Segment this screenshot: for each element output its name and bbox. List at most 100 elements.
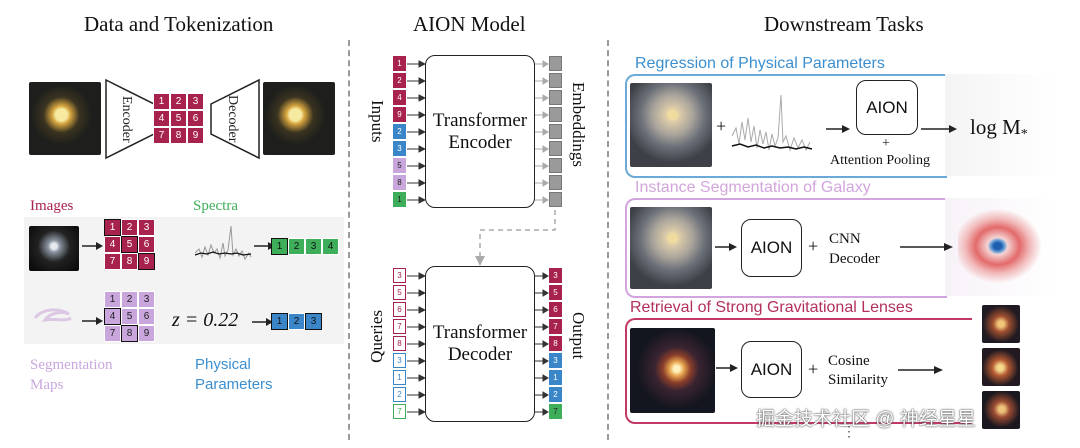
inputs-label: Inputs <box>368 100 387 143</box>
watermark: 掘金技术社区 @ 神经星星 <box>756 409 976 430</box>
reconstructed-galaxy-image <box>263 82 335 155</box>
lens-galaxy-image <box>630 328 715 413</box>
cnn-line2: Decoder <box>829 251 880 267</box>
decoder-label: Decoder <box>225 95 240 143</box>
input-galaxy-image <box>29 82 101 155</box>
retrieved-lens-2 <box>982 348 1020 386</box>
encoder-label: Encoder <box>119 95 134 143</box>
output-token: 3 <box>549 268 562 283</box>
embedding-vector <box>549 124 562 139</box>
spectra-token: 1 <box>271 238 288 255</box>
galaxy-image-small <box>29 226 79 271</box>
arrow-icon <box>900 243 953 251</box>
output-token: 8 <box>549 336 562 351</box>
seg-token: 6 <box>138 308 155 325</box>
latent-token: 4 <box>153 110 170 127</box>
spiral-galaxy-image-2 <box>630 207 712 289</box>
query-token: 6 <box>393 302 406 317</box>
encoder-line1: Transformer <box>432 109 528 131</box>
input-token: 2 <box>393 73 406 88</box>
output-token: 7 <box>549 319 562 334</box>
query-token: 2 <box>393 387 406 402</box>
transformer-encoder-box: Transformer Encoder <box>425 55 535 208</box>
log-mass-output: log M* <box>970 115 1028 143</box>
phys-token: 2 <box>288 313 305 330</box>
embedding-vector <box>549 192 562 207</box>
embedding-column <box>549 56 562 209</box>
seg-token: 2 <box>121 291 138 308</box>
seg-token: 8 <box>121 325 138 342</box>
input-token: 3 <box>393 141 406 156</box>
images-label: Images <box>30 198 74 214</box>
output-label: Output <box>569 312 588 360</box>
arrow-icon <box>82 242 103 250</box>
spiral-galaxy-image <box>630 83 712 167</box>
image-token: 7 <box>104 253 121 270</box>
spectrum-plot <box>731 94 813 152</box>
embedding-to-decoder-connector <box>475 210 556 266</box>
query-token: 3 <box>393 268 406 283</box>
input-token: 2 <box>393 124 406 139</box>
more-results-dots: ⋮ <box>842 425 856 440</box>
query-token: 7 <box>393 319 406 334</box>
spectra-token: 4 <box>322 238 339 255</box>
latent-token-grid: 1 2 3 4 5 6 7 8 9 <box>153 93 204 144</box>
embedding-arrows <box>535 60 549 204</box>
seg-token: 4 <box>104 308 121 325</box>
input-token: 4 <box>393 90 406 105</box>
input-token: 8 <box>393 175 406 190</box>
segmentation-frame <box>625 198 947 298</box>
latent-token: 6 <box>187 110 204 127</box>
seg-token: 7 <box>104 325 121 342</box>
latent-token: 9 <box>187 127 204 144</box>
query-token: 7 <box>393 404 406 419</box>
attention-pooling-label: Attention Pooling <box>830 153 930 168</box>
cosine-line1: Cosine <box>828 353 870 369</box>
image-token: 5 <box>121 236 138 253</box>
retrieval-aion-box: AION <box>741 341 802 398</box>
segmentation-label: Segmentation Maps <box>30 355 113 395</box>
latent-token: 2 <box>170 93 187 110</box>
output-token: 7 <box>549 404 562 419</box>
queries-label: Queries <box>367 310 386 363</box>
segmentation-aion-box: AION <box>741 219 802 277</box>
output-token: 3 <box>549 353 562 368</box>
segmentation-label-line1: Segmentation <box>30 357 113 373</box>
title-aion-model: AION Model <box>413 12 526 36</box>
embeddings-label: Embeddings <box>569 82 588 167</box>
latent-token: 5 <box>170 110 187 127</box>
embedding-vector <box>549 158 562 173</box>
separator-right <box>607 40 609 440</box>
regression-aion-box: AION <box>856 80 918 135</box>
cosine-line2: Similarity <box>828 372 888 388</box>
cnn-line1: CNN <box>829 231 861 247</box>
arrow-icon <box>716 364 738 372</box>
title-downstream-tasks: Downstream Tasks <box>764 12 924 36</box>
cosine-similarity-label: Cosine Similarity <box>828 352 888 390</box>
latent-token: 1 <box>153 93 170 110</box>
title-data-tokenization: Data and Tokenization <box>84 12 274 36</box>
regression-frame-fade <box>945 74 1055 176</box>
input-token-column: 1 2 4 9 2 3 5 8 1 <box>393 56 406 209</box>
regression-frame <box>625 74 947 178</box>
spectra-label: Spectra <box>193 198 238 214</box>
segmentation-token-grid: 1 2 3 4 5 6 7 8 9 <box>104 291 155 342</box>
separator-left <box>348 40 350 440</box>
query-token-column: 3 5 6 7 8 3 1 2 7 <box>393 268 406 421</box>
input-token: 5 <box>393 158 406 173</box>
query-arrows <box>407 272 426 416</box>
output-token: 1 <box>549 370 562 385</box>
retrieval-plus: + <box>808 359 819 379</box>
query-token: 3 <box>393 353 406 368</box>
retrieval-title: Retrieval of Strong Gravitational Lenses <box>630 299 913 316</box>
image-token: 6 <box>138 236 155 253</box>
retrieval-frame <box>625 318 972 424</box>
physical-param-equation: z = 0.22 <box>172 309 239 331</box>
embedding-vector <box>549 175 562 190</box>
embedding-vector <box>549 141 562 156</box>
embedding-vector <box>549 107 562 122</box>
regression-plus: + <box>882 136 890 151</box>
plus-sign: + <box>716 116 727 136</box>
query-token: 1 <box>393 370 406 385</box>
physical-label: Physical Parameters <box>195 355 273 395</box>
